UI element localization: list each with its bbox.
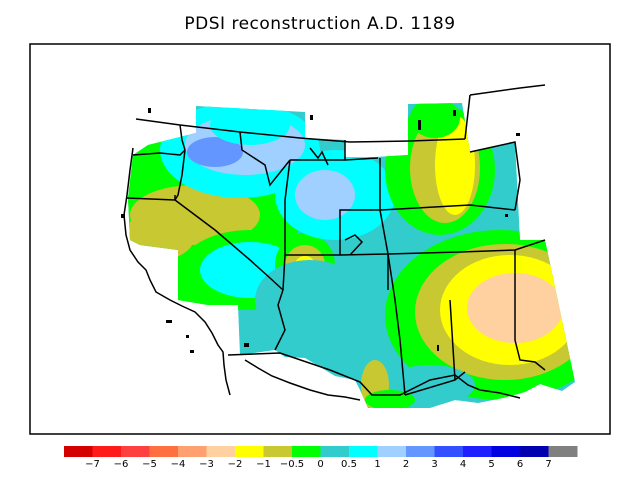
field-teal-center	[255, 260, 365, 340]
legend-swatch	[92, 446, 122, 457]
az-nm-border	[387, 253, 406, 396]
legend-swatch	[235, 446, 264, 457]
nm-tx-border	[449, 299, 456, 381]
legend-swatch	[434, 446, 464, 457]
small-features	[121, 108, 520, 353]
field-blue-nw	[187, 137, 243, 167]
gulf-coastline	[244, 359, 361, 401]
legend-label: 5	[488, 459, 495, 470]
legend-label: −7	[85, 459, 100, 470]
legend-label: 2	[402, 459, 410, 470]
sd-border	[469, 141, 521, 211]
legend-label: −2	[227, 459, 243, 470]
ok-tx-border	[514, 250, 546, 371]
field-green-ne-top	[410, 103, 460, 138]
wa-or-border	[132, 149, 186, 156]
legend-swatch	[121, 446, 150, 457]
map-outlines	[123, 84, 546, 401]
ca-nv-border	[174, 199, 284, 291]
legend-label: 0.5	[341, 459, 357, 470]
pacific-coastline	[123, 147, 231, 396]
legend-label: −5	[142, 459, 157, 470]
lake-outline	[309, 147, 329, 166]
ca-az-border	[274, 289, 286, 351]
field-cyan-top	[210, 105, 290, 145]
legend-label: 1	[374, 459, 381, 470]
legend-swatch	[406, 446, 435, 457]
legend-swatch	[206, 446, 236, 457]
legend-colorbar	[64, 446, 578, 457]
legend-label: 4	[459, 459, 467, 470]
legend-swatch	[149, 446, 179, 457]
legend-label: −6	[113, 459, 129, 470]
legend-label: 6	[516, 459, 524, 470]
or-ca-border	[125, 197, 176, 201]
co-border	[379, 158, 389, 290]
legend-swatch	[491, 446, 521, 457]
legend-swatch	[178, 446, 207, 457]
great-salt-lake	[344, 234, 364, 256]
legend-swatch	[463, 446, 492, 457]
id-mt-border	[239, 131, 291, 187]
legend-swatch	[64, 446, 93, 457]
nv-ut-border	[282, 159, 291, 291]
plot-frame	[29, 43, 611, 435]
field-olive-coast	[128, 210, 195, 260]
mexico-border	[227, 352, 521, 399]
legend-label: −3	[199, 459, 214, 470]
legend-swatch	[263, 446, 293, 457]
legend-swatch	[377, 446, 407, 457]
legend-label: 7	[545, 459, 552, 470]
legend-swatch	[520, 446, 549, 457]
canada-border-ne	[464, 94, 471, 140]
legend-swatch	[349, 446, 378, 457]
legend-swatch	[292, 446, 321, 457]
legend-label: 0	[317, 459, 324, 470]
legend-label: −0.5	[279, 459, 305, 470]
legend-swatch	[320, 446, 350, 457]
canada-border-east	[469, 84, 546, 96]
ut-co-border	[339, 209, 380, 255]
ks-border	[387, 239, 546, 255]
legend-label: −4	[170, 459, 186, 470]
field-green-south	[365, 390, 415, 408]
field-lightblue-nc	[295, 170, 355, 220]
or-id-border	[174, 149, 186, 201]
legend-swatch	[548, 446, 578, 457]
map-title: PDSI reconstruction A.D. 1189	[184, 14, 456, 34]
ne-border	[379, 204, 516, 211]
legend-label: −1	[256, 459, 271, 470]
legend-label: 3	[431, 459, 438, 470]
